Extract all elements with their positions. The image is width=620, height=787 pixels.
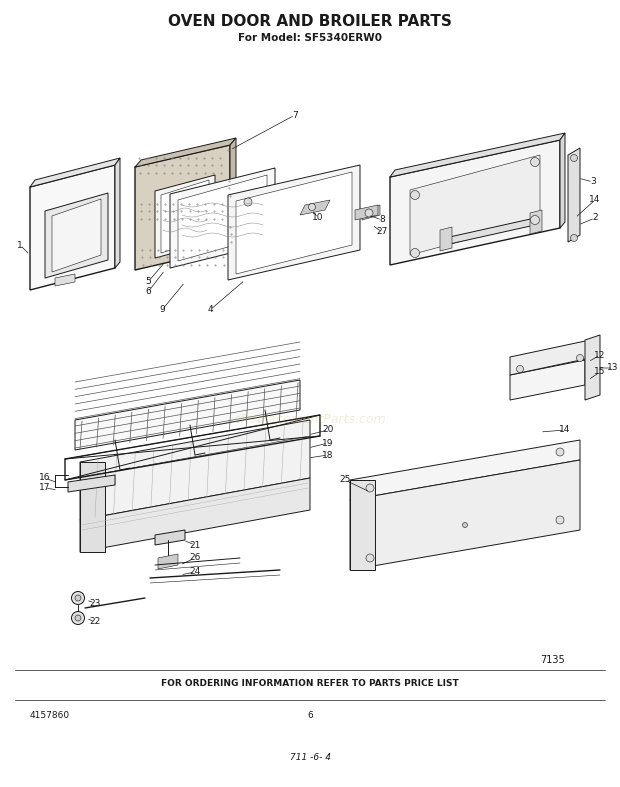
Circle shape (75, 595, 81, 601)
Polygon shape (158, 554, 178, 569)
Polygon shape (80, 462, 105, 552)
Polygon shape (52, 199, 101, 272)
Text: 12: 12 (595, 350, 606, 360)
Text: 6: 6 (145, 287, 151, 297)
Polygon shape (350, 460, 580, 570)
Text: 16: 16 (39, 474, 51, 482)
Text: 18: 18 (322, 450, 334, 460)
Polygon shape (80, 420, 310, 520)
Circle shape (570, 235, 577, 242)
Polygon shape (155, 530, 185, 545)
Circle shape (244, 198, 252, 206)
Polygon shape (300, 200, 330, 215)
Polygon shape (170, 168, 275, 268)
Polygon shape (568, 148, 580, 242)
Text: 7135: 7135 (540, 655, 565, 665)
Polygon shape (390, 140, 560, 265)
Circle shape (366, 484, 374, 492)
Circle shape (463, 523, 467, 527)
Circle shape (516, 365, 523, 372)
Text: 2: 2 (592, 213, 598, 223)
Text: 19: 19 (322, 438, 334, 448)
Circle shape (577, 354, 583, 361)
Text: 26: 26 (189, 553, 201, 563)
Text: 10: 10 (312, 213, 324, 223)
Polygon shape (350, 440, 580, 500)
Polygon shape (135, 145, 230, 270)
Circle shape (71, 592, 84, 604)
Circle shape (71, 611, 84, 625)
Text: 24: 24 (189, 567, 201, 577)
Text: 15: 15 (594, 368, 606, 376)
Text: 14: 14 (559, 426, 570, 434)
Polygon shape (228, 165, 360, 280)
Polygon shape (30, 165, 115, 290)
Circle shape (556, 448, 564, 456)
Polygon shape (178, 175, 267, 261)
Polygon shape (236, 172, 352, 274)
Text: For Model: SF5340ERW0: For Model: SF5340ERW0 (238, 33, 382, 43)
Text: 7: 7 (292, 110, 298, 120)
Text: 22: 22 (89, 618, 100, 626)
Circle shape (75, 615, 81, 621)
Text: 3: 3 (590, 178, 596, 187)
Text: OVEN DOOR AND BROILER PARTS: OVEN DOOR AND BROILER PARTS (168, 14, 452, 29)
Circle shape (570, 154, 577, 161)
Polygon shape (135, 138, 236, 167)
Text: 13: 13 (607, 364, 619, 372)
Polygon shape (355, 205, 378, 220)
Text: 1: 1 (17, 241, 23, 249)
Polygon shape (410, 155, 540, 255)
Text: 6: 6 (307, 711, 313, 721)
Polygon shape (560, 133, 565, 228)
Text: 4157860: 4157860 (30, 711, 70, 721)
Polygon shape (350, 480, 375, 570)
Polygon shape (362, 205, 380, 220)
Circle shape (410, 249, 420, 257)
Polygon shape (30, 158, 120, 187)
Text: 23: 23 (89, 598, 100, 608)
Text: FOR ORDERING INFORMATION REFER TO PARTS PRICE LIST: FOR ORDERING INFORMATION REFER TO PARTS … (161, 679, 459, 689)
Text: 27: 27 (376, 227, 388, 237)
Polygon shape (161, 180, 209, 253)
Polygon shape (80, 478, 310, 552)
Polygon shape (115, 158, 120, 268)
Polygon shape (445, 218, 535, 245)
Text: 9: 9 (159, 305, 165, 315)
Polygon shape (510, 340, 590, 375)
Polygon shape (510, 360, 585, 400)
Text: 8: 8 (379, 216, 385, 224)
Circle shape (309, 204, 316, 210)
Polygon shape (440, 227, 452, 251)
Text: 17: 17 (39, 483, 51, 493)
Polygon shape (390, 133, 565, 177)
Text: 4: 4 (207, 305, 213, 315)
Polygon shape (75, 380, 300, 450)
Text: 20: 20 (322, 426, 334, 434)
Polygon shape (45, 193, 108, 278)
Text: 5: 5 (145, 278, 151, 286)
Circle shape (531, 216, 539, 224)
Text: 25: 25 (339, 475, 351, 485)
Circle shape (410, 190, 420, 199)
Polygon shape (55, 274, 75, 286)
Polygon shape (230, 138, 236, 248)
Text: 14: 14 (590, 195, 601, 205)
Circle shape (366, 554, 374, 562)
Text: 21: 21 (189, 541, 201, 549)
Text: eReplacementParts.com: eReplacementParts.com (234, 413, 386, 427)
Circle shape (556, 516, 564, 524)
Circle shape (365, 209, 373, 217)
Polygon shape (530, 210, 542, 234)
Circle shape (531, 157, 539, 167)
Polygon shape (585, 335, 600, 400)
Polygon shape (155, 175, 215, 258)
Polygon shape (68, 475, 115, 492)
Text: 711 -6- 4: 711 -6- 4 (290, 753, 330, 763)
